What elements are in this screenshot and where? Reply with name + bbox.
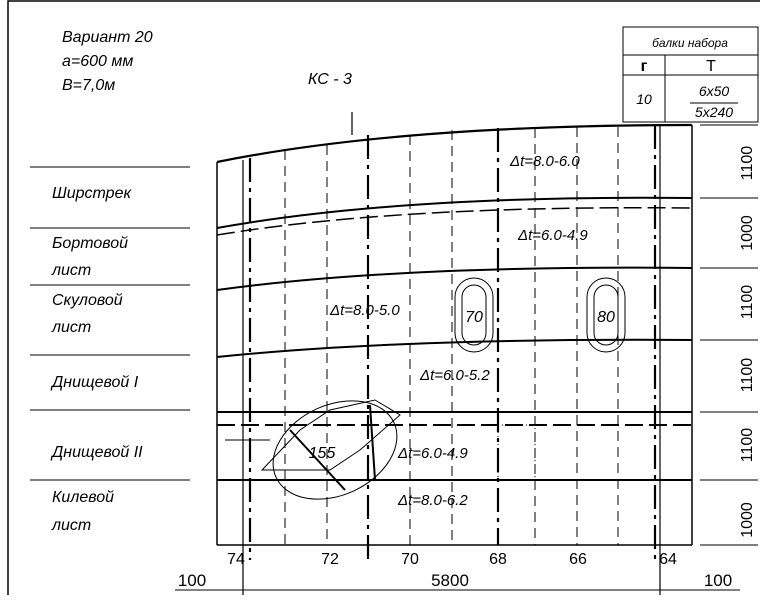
dent-label: 155 bbox=[309, 445, 336, 462]
width-label: 1000 bbox=[739, 215, 756, 251]
zone-label: Днищевой I bbox=[50, 374, 139, 391]
section: КС - 3 bbox=[308, 71, 352, 88]
zone-label: Килевой bbox=[52, 489, 114, 506]
zone-label: Днищевой II bbox=[50, 444, 143, 461]
table-title: балки набора bbox=[652, 36, 728, 50]
zone-label: Ширстрек bbox=[52, 185, 132, 202]
variant: Вариант 20 bbox=[62, 29, 153, 46]
table-col: г bbox=[641, 58, 648, 75]
dimension: 100 bbox=[178, 571, 206, 590]
zone-label: Скуловой bbox=[52, 292, 123, 309]
frame-number: 64 bbox=[659, 551, 677, 568]
frame-number: 74 bbox=[227, 551, 245, 568]
width-label: 1100 bbox=[739, 285, 756, 320]
zone-label: лист bbox=[51, 319, 91, 336]
width-label: 1000 bbox=[739, 502, 756, 538]
width-label: 1100 bbox=[739, 146, 756, 181]
table-col: Т bbox=[706, 58, 716, 75]
drawing: Вариант 20 a=600 мм B=7,0м КС - 3 балки … bbox=[0, 0, 760, 595]
frame-number: 66 bbox=[569, 551, 587, 568]
width-label: 1100 bbox=[739, 428, 756, 463]
dent-label: 70 bbox=[465, 309, 483, 326]
frame-number: 68 bbox=[489, 551, 507, 568]
table-cell: 10 bbox=[636, 91, 652, 107]
frame-number: 70 bbox=[401, 551, 419, 568]
wear-label: Δt=8.0-6.0 bbox=[509, 153, 580, 170]
wear-label: Δt=8.0-5.0 bbox=[329, 302, 400, 319]
breadth: B=7,0м bbox=[62, 77, 115, 94]
wear-label: Δt=6.0-5.2 bbox=[419, 367, 490, 384]
dimension: 100 bbox=[704, 571, 732, 590]
dent-label: 80 bbox=[597, 309, 615, 326]
width-label: 1100 bbox=[739, 358, 756, 393]
table-cell: 6x50 bbox=[699, 83, 730, 99]
zone-label: лист bbox=[51, 262, 91, 279]
wear-label: Δt=6.0-4.9 bbox=[517, 227, 588, 244]
frame-number: 72 bbox=[321, 551, 339, 568]
dynamic: Ширстрек Бортовой лист Скуловой лист Днищевой… bbox=[50, 146, 756, 590]
zone-label: Бортовой bbox=[52, 235, 128, 252]
dimension: 5800 bbox=[431, 571, 469, 590]
zone-label: лист bbox=[51, 517, 91, 534]
table-cell: 5x240 bbox=[695, 104, 733, 120]
wear-label: Δt=6.0-4.9 bbox=[397, 445, 468, 462]
wear-label: Δt=8.0-6.2 bbox=[397, 492, 468, 509]
spacing: a=600 мм bbox=[62, 53, 133, 70]
